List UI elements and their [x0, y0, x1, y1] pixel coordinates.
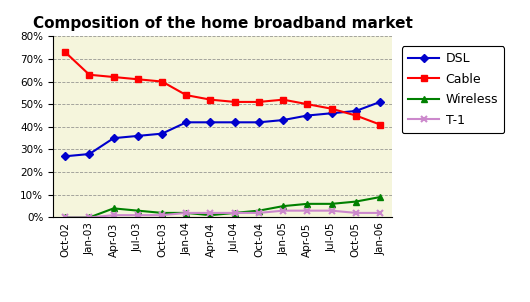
T-1 — [329, 209, 335, 213]
T-1 — [62, 216, 68, 219]
T-1 — [280, 209, 286, 213]
Cable — [329, 107, 335, 111]
Wireless — [352, 200, 359, 204]
Wireless — [329, 202, 335, 206]
Wireless — [304, 202, 311, 206]
Cable — [207, 98, 214, 101]
DSL — [62, 155, 68, 158]
DSL — [256, 120, 262, 124]
T-1 — [377, 211, 383, 215]
Wireless — [232, 211, 238, 215]
Cable — [183, 93, 189, 97]
Cable — [377, 123, 383, 126]
T-1 — [110, 213, 117, 217]
T-1 — [135, 213, 141, 217]
Line: T-1: T-1 — [61, 207, 384, 221]
T-1 — [232, 211, 238, 215]
Line: DSL: DSL — [63, 99, 383, 159]
DSL — [329, 111, 335, 115]
Wireless — [135, 209, 141, 213]
Cable — [86, 73, 93, 76]
DSL — [377, 100, 383, 104]
Cable — [280, 98, 286, 101]
Cable — [256, 100, 262, 104]
DSL — [232, 120, 238, 124]
Wireless — [183, 211, 189, 215]
Cable — [232, 100, 238, 104]
DSL — [183, 120, 189, 124]
T-1 — [207, 211, 214, 215]
Wireless — [110, 207, 117, 210]
Cable — [62, 50, 68, 54]
Wireless — [256, 209, 262, 213]
Line: Cable: Cable — [63, 49, 383, 127]
DSL — [352, 109, 359, 113]
Wireless — [377, 195, 383, 199]
T-1 — [159, 213, 165, 217]
DSL — [207, 120, 214, 124]
DSL — [110, 137, 117, 140]
Wireless — [86, 216, 93, 219]
Line: Wireless: Wireless — [63, 194, 383, 220]
T-1 — [183, 211, 189, 215]
T-1 — [352, 211, 359, 215]
Cable — [352, 114, 359, 117]
Cable — [110, 75, 117, 79]
DSL — [159, 132, 165, 135]
T-1 — [256, 211, 262, 215]
Title: Composition of the home broadband market: Composition of the home broadband market — [33, 16, 412, 31]
T-1 — [304, 209, 311, 213]
Wireless — [280, 204, 286, 208]
Legend: DSL, Cable, Wireless, T-1: DSL, Cable, Wireless, T-1 — [402, 46, 505, 133]
DSL — [304, 114, 311, 117]
Wireless — [207, 213, 214, 217]
DSL — [86, 152, 93, 156]
Cable — [304, 102, 311, 106]
Cable — [159, 80, 165, 83]
Cable — [135, 77, 141, 81]
DSL — [135, 134, 141, 138]
T-1 — [86, 216, 93, 219]
Wireless — [159, 211, 165, 215]
Wireless — [62, 216, 68, 219]
DSL — [280, 118, 286, 122]
